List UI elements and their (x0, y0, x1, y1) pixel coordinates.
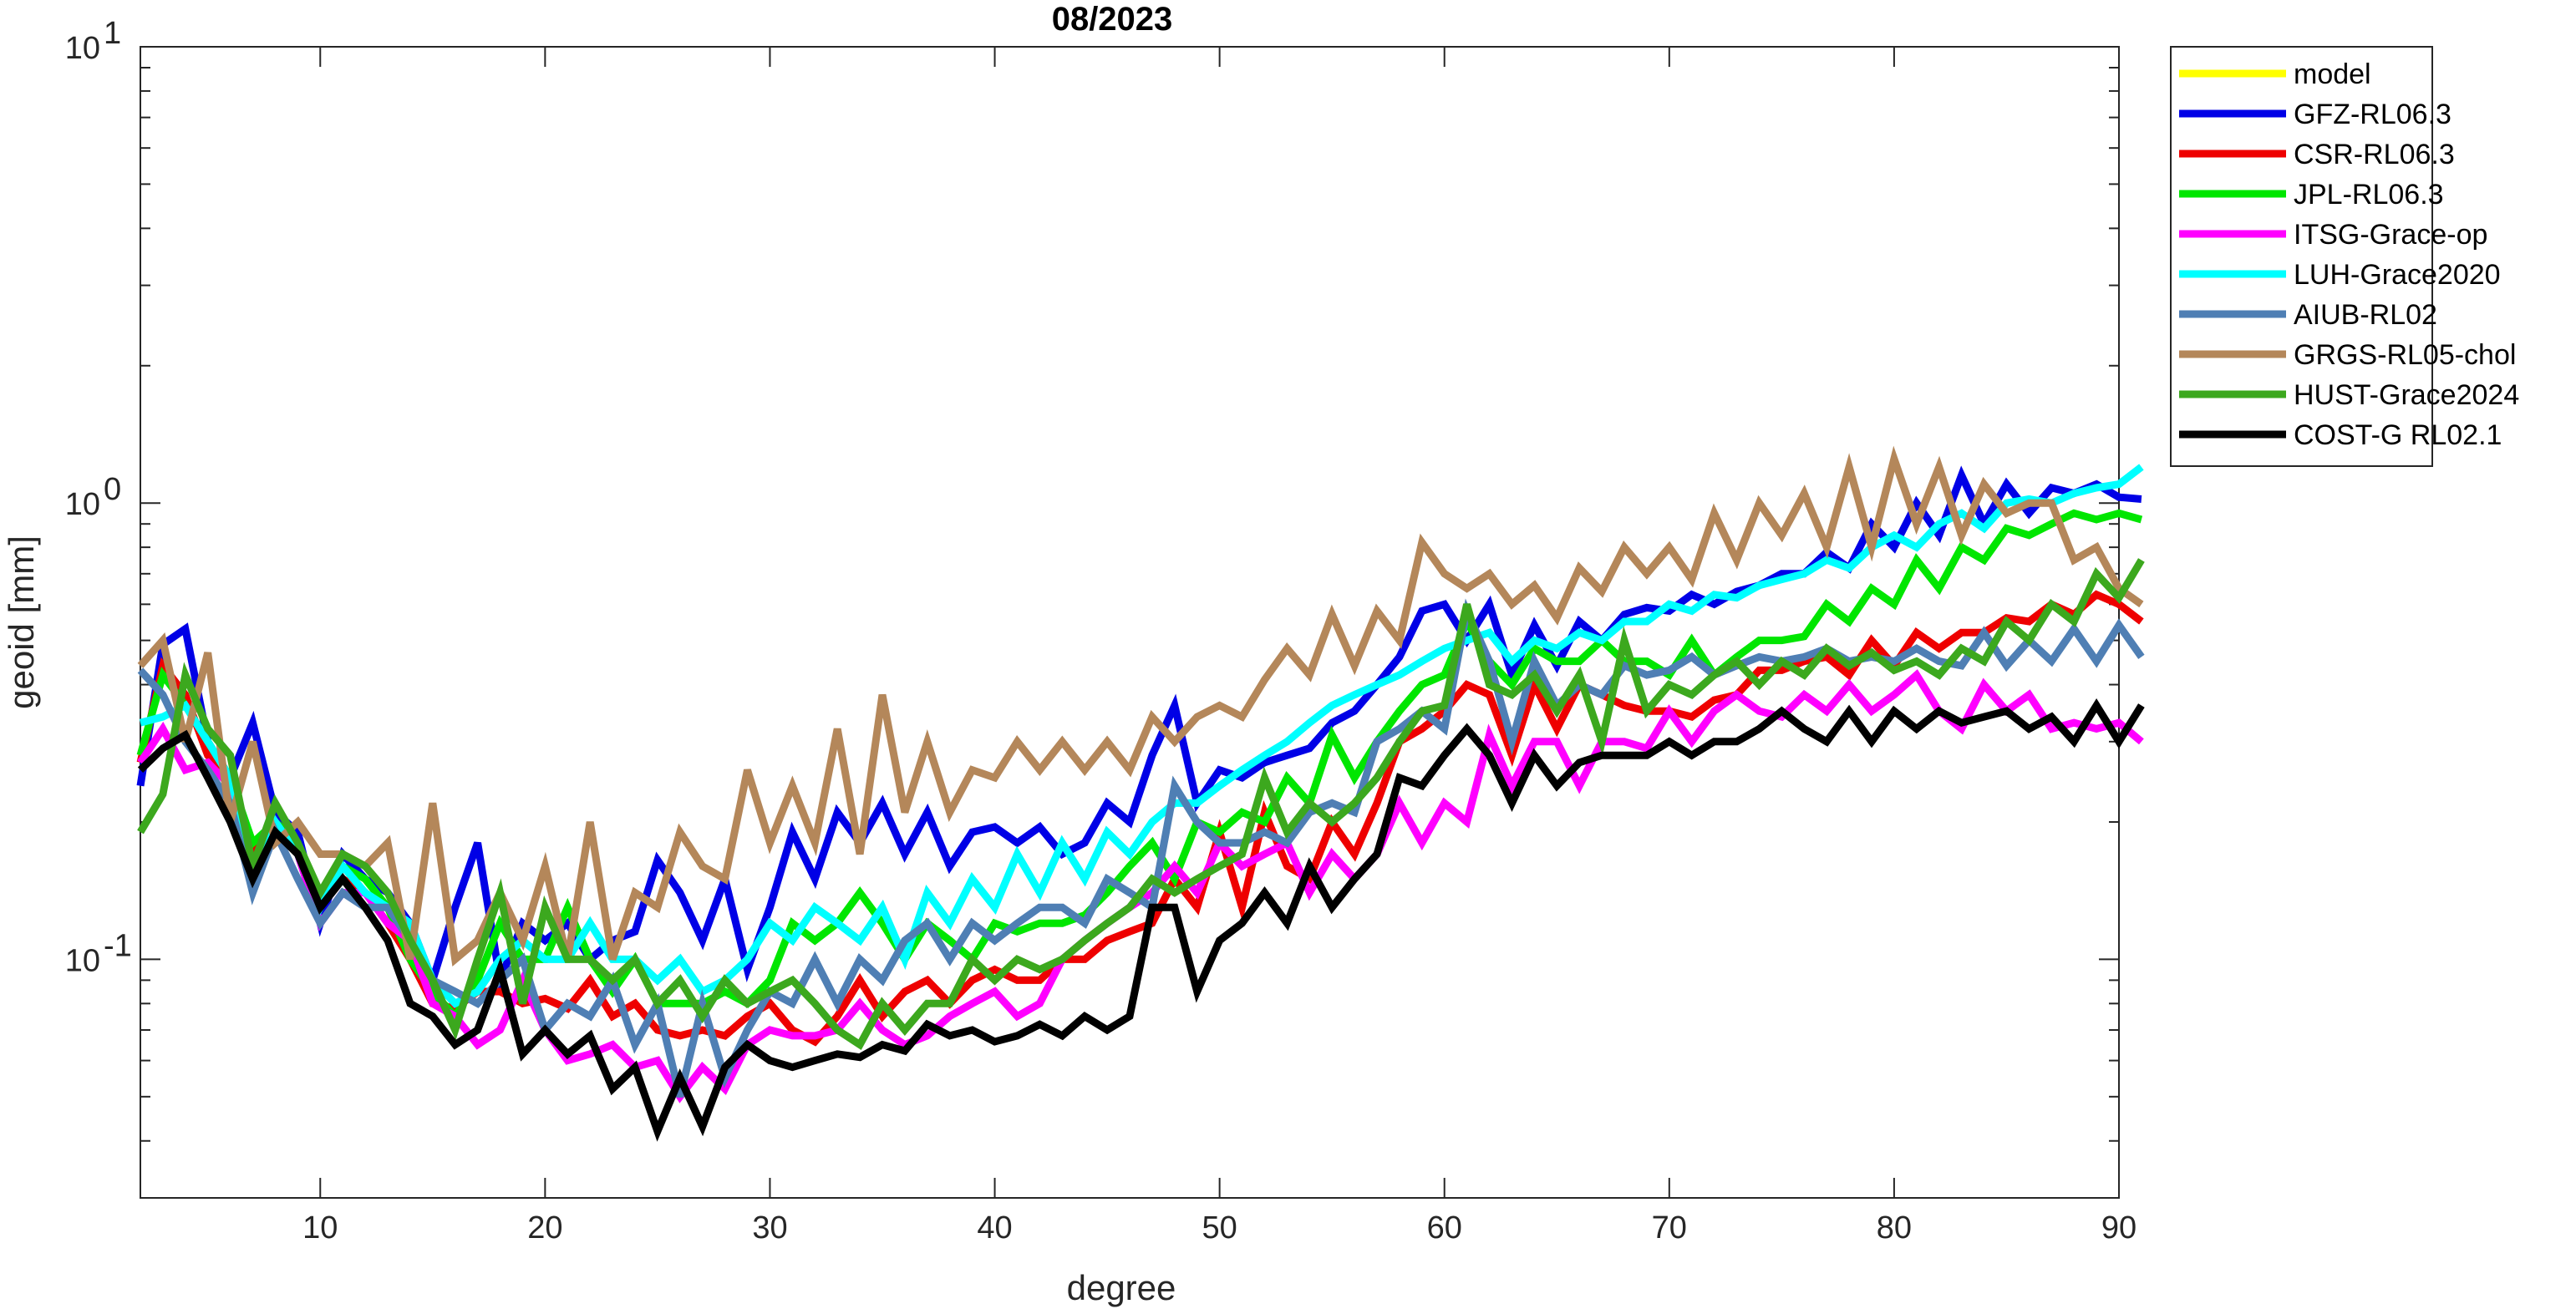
y-tick-exponent: 0 (104, 472, 121, 507)
series-line-grgs-rl05-chol (137, 445, 2144, 967)
legend-label: AIUB-RL02 (2294, 299, 2437, 331)
series-line-luh-grace2020 (139, 464, 2144, 1008)
legend-label: model (2294, 58, 2371, 90)
y-tick-exponent: -1 (104, 928, 132, 963)
legend-label: JPL-RL06.3 (2294, 179, 2444, 211)
x-tick-label: 20 (527, 1210, 562, 1246)
y-tick-label: 10 (65, 31, 100, 66)
y-tick-label: 10 (65, 943, 100, 978)
x-tick-label: 30 (752, 1210, 787, 1246)
legend-label: GFZ-RL06.3 (2294, 99, 2452, 130)
legend-label: HUST-Grace2024 (2294, 379, 2519, 411)
series-line-cost-g-rl02-1 (137, 698, 2145, 1142)
x-tick-label: 70 (1652, 1210, 1687, 1246)
series-line-aiub-rl02 (137, 598, 2145, 1098)
legend: model GFZ-RL06.3 CSR-RL06.3 JPL-RL06.3 ITSG-… (2170, 46, 2519, 467)
legend-label: COST-G RL02.1 (2294, 419, 2502, 451)
x-tick-label: 50 (1202, 1210, 1237, 1246)
x-tick-label: 40 (977, 1210, 1012, 1246)
legend-label: CSR-RL06.3 (2294, 139, 2455, 170)
x-axis-ticks: 10 20 30 40 50 60 70 80 90 (302, 47, 2137, 1246)
y-tick-label: 10 (65, 487, 100, 522)
x-tick-label: 90 (2101, 1210, 2137, 1246)
x-tick-label: 10 (302, 1210, 338, 1246)
y-axis-label: geoid [mm] (2, 535, 41, 709)
y-tick-exponent: 1 (104, 16, 121, 51)
series-line-jpl-rl06-3 (136, 509, 2143, 1023)
x-tick-label: 60 (1427, 1210, 1462, 1246)
legend-label: ITSG-Grace-op (2294, 219, 2487, 251)
legend-label: LUH-Grace2020 (2294, 259, 2501, 291)
x-tick-label: 80 (1877, 1210, 1912, 1246)
series-line-hust-grace2024 (137, 558, 2145, 1051)
chart-title: 08/2023 (1052, 1, 1173, 38)
x-axis-label: degree (1067, 1268, 1176, 1307)
legend-label: GRGS-RL05-chol (2294, 339, 2516, 371)
series-layer (136, 445, 2145, 1142)
